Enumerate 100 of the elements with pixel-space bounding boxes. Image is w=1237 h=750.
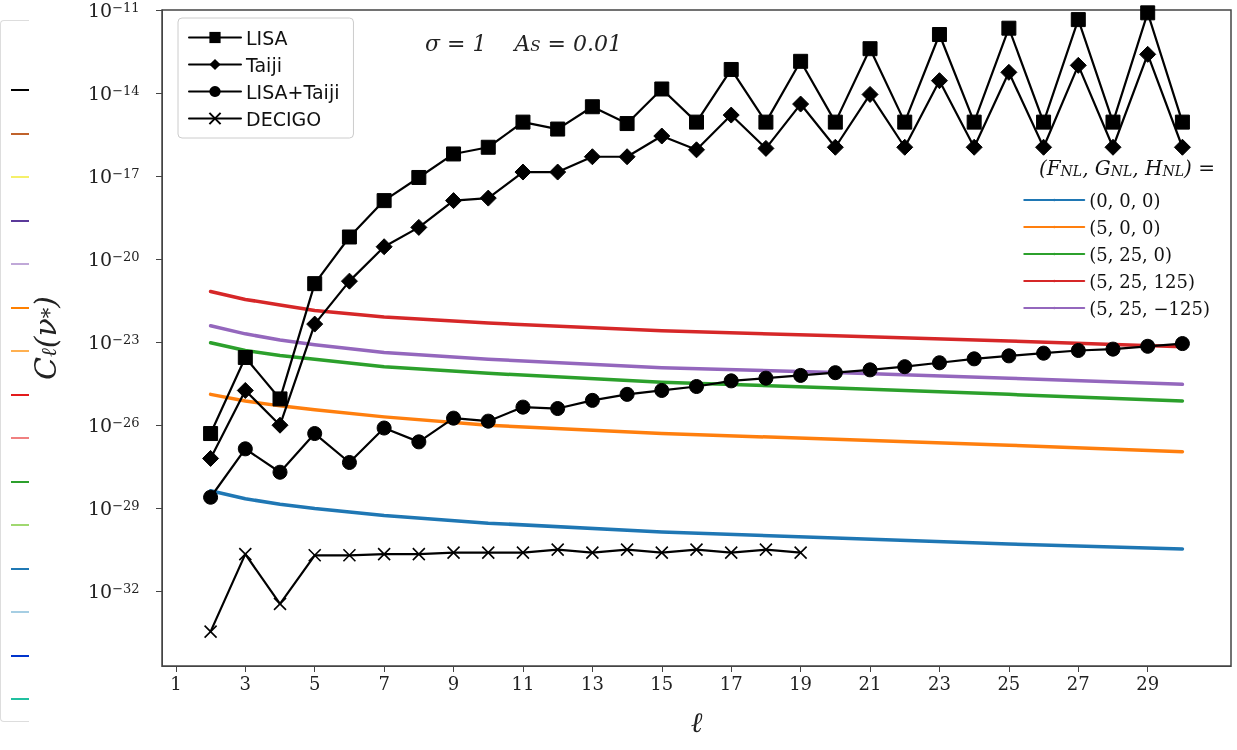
point bbox=[827, 365, 843, 381]
point bbox=[862, 362, 878, 378]
legend-label: (5, 25, −125) bbox=[1089, 297, 1211, 319]
point bbox=[827, 114, 843, 130]
point bbox=[307, 548, 322, 563]
point bbox=[585, 545, 600, 560]
point bbox=[1069, 56, 1087, 74]
point bbox=[341, 454, 357, 470]
point bbox=[1140, 5, 1156, 21]
point bbox=[271, 416, 289, 434]
x-tick-label: 25 bbox=[997, 672, 1021, 694]
x-tick-label: 9 bbox=[447, 672, 460, 694]
point bbox=[549, 163, 567, 181]
point bbox=[550, 121, 566, 137]
point bbox=[203, 426, 219, 442]
point bbox=[1173, 138, 1191, 156]
x-tick-label: 23 bbox=[928, 672, 951, 694]
point bbox=[793, 367, 809, 383]
point bbox=[1139, 45, 1157, 63]
point bbox=[792, 95, 810, 113]
point bbox=[1001, 20, 1017, 36]
legend-label: (5, 0, 0) bbox=[1089, 216, 1161, 238]
legend-label: (5, 25, 0) bbox=[1089, 243, 1173, 265]
point bbox=[410, 218, 428, 236]
point bbox=[793, 53, 809, 69]
x-tick-label: 11 bbox=[511, 672, 535, 694]
point bbox=[342, 548, 357, 563]
x-tick-label: 21 bbox=[858, 672, 882, 694]
point bbox=[826, 138, 844, 156]
point bbox=[689, 542, 704, 557]
point bbox=[1035, 138, 1053, 156]
point bbox=[237, 349, 253, 365]
point bbox=[411, 169, 427, 185]
point bbox=[759, 542, 773, 557]
point bbox=[723, 61, 739, 77]
point bbox=[722, 106, 740, 124]
point bbox=[514, 163, 532, 181]
point bbox=[1000, 63, 1018, 81]
point bbox=[272, 391, 288, 407]
point bbox=[412, 547, 426, 561]
y-axis-title: Cℓ(ν*) bbox=[27, 296, 63, 380]
point bbox=[480, 139, 496, 155]
annotation: σ = 1 AS = 0.01 bbox=[425, 30, 622, 56]
point bbox=[688, 141, 705, 159]
point bbox=[307, 426, 323, 442]
x-tick-label: 1 bbox=[170, 672, 182, 694]
x-tick-label: 29 bbox=[1136, 672, 1160, 694]
point bbox=[584, 392, 600, 408]
point bbox=[411, 434, 427, 450]
point bbox=[862, 41, 878, 57]
point bbox=[445, 192, 463, 210]
point bbox=[966, 114, 982, 130]
point bbox=[202, 449, 220, 467]
legend-label: (5, 25, 125) bbox=[1089, 270, 1195, 292]
point bbox=[689, 379, 704, 395]
point bbox=[620, 542, 634, 557]
point bbox=[583, 148, 601, 166]
x-axis-title: ℓ bbox=[690, 705, 703, 739]
point bbox=[550, 401, 566, 417]
point bbox=[1174, 114, 1190, 130]
point bbox=[619, 386, 635, 402]
legend-label: LISA bbox=[246, 26, 288, 49]
point bbox=[1036, 114, 1052, 130]
x-tick-label: 17 bbox=[719, 672, 743, 694]
point bbox=[724, 545, 739, 560]
legend-title: (FNL, GNL, HNL) = bbox=[1038, 156, 1215, 180]
point bbox=[966, 351, 982, 367]
point bbox=[861, 85, 879, 103]
point bbox=[446, 545, 461, 560]
legend-label: DECIGO bbox=[246, 107, 322, 130]
point bbox=[550, 542, 565, 557]
point bbox=[931, 355, 947, 371]
point bbox=[238, 547, 253, 561]
x-tick-label: 7 bbox=[378, 672, 390, 694]
legend-label: (0, 0, 0) bbox=[1089, 189, 1161, 211]
x-tick-label: 5 bbox=[308, 672, 321, 694]
legend-label: Taiji bbox=[245, 53, 282, 76]
point bbox=[1001, 348, 1017, 364]
point bbox=[446, 410, 462, 426]
point bbox=[481, 545, 496, 560]
point bbox=[584, 99, 600, 115]
point bbox=[237, 441, 253, 457]
point bbox=[1070, 343, 1086, 358]
point bbox=[341, 229, 357, 245]
point bbox=[793, 545, 808, 560]
point bbox=[236, 381, 254, 399]
x-tick-label: 3 bbox=[239, 672, 252, 694]
x-tick-label: 13 bbox=[580, 672, 604, 694]
line-series bbox=[208, 341, 1185, 403]
point bbox=[1104, 138, 1122, 156]
legend-label: LISA+Taiji bbox=[246, 80, 340, 103]
x-tick-label: 19 bbox=[789, 672, 813, 694]
point bbox=[516, 545, 530, 560]
point bbox=[515, 114, 531, 130]
point bbox=[758, 114, 774, 130]
point bbox=[654, 545, 669, 560]
point bbox=[203, 624, 218, 639]
point bbox=[896, 138, 914, 156]
point bbox=[446, 146, 462, 162]
point bbox=[1070, 12, 1086, 28]
